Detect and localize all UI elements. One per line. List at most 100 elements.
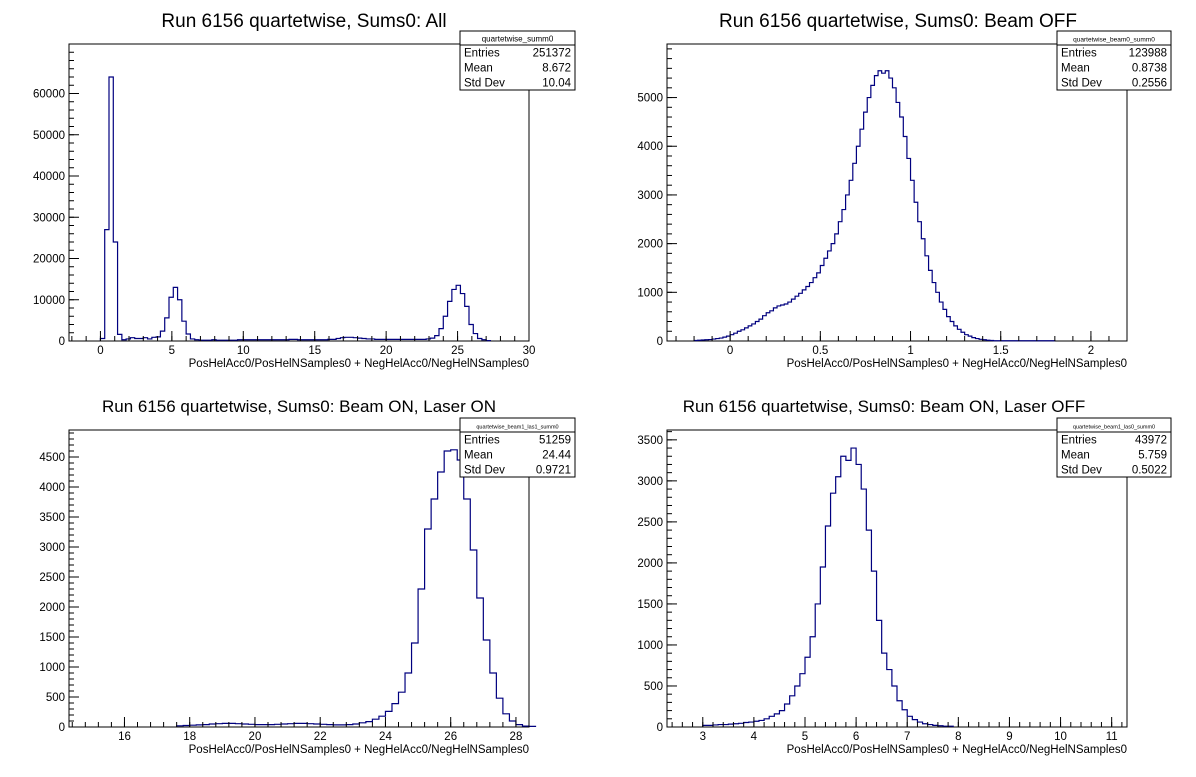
stats-label: Entries [1061, 435, 1097, 447]
y-tick-label: 500 [46, 692, 65, 704]
x-tick-label: 3 [700, 731, 706, 743]
y-tick-label: 60000 [33, 89, 65, 101]
stats-value: 24.44 [542, 450, 571, 462]
x-axis-title: PosHelAcc0/PosHelNSamples0 + NegHelAcc0/… [189, 358, 529, 370]
stats-title: quartetwise_beam0_summ0 [1073, 37, 1155, 44]
stats-label: Std Dev [1061, 78, 1102, 90]
y-tick-label: 3500 [637, 435, 663, 447]
stats-title: quartetwise_beam1_las0_summ0 [1073, 425, 1155, 431]
histogram-series [702, 447, 954, 727]
y-tick-label: 0 [657, 336, 663, 348]
y-tick-label: 20000 [33, 254, 65, 266]
x-tick-label: 0 [727, 345, 733, 357]
y-tick-label: 40000 [33, 171, 65, 183]
x-tick-label: 30 [523, 345, 536, 357]
y-tick-label: 3000 [39, 542, 65, 554]
histogram-series [99, 76, 492, 342]
x-tick-label: 8 [955, 731, 961, 743]
stats-value: 0.8738 [1132, 63, 1167, 75]
y-tick-label: 5000 [637, 93, 663, 105]
x-tick-label: 25 [451, 345, 464, 357]
y-tick-label: 1000 [637, 287, 663, 299]
y-tick-label: 500 [644, 681, 663, 693]
stats-box [1056, 417, 1172, 478]
stats-value: 51259 [539, 435, 571, 447]
y-tick-label: 3000 [637, 190, 663, 202]
stats-value: 123988 [1129, 48, 1167, 60]
y-tick-label: 2000 [637, 239, 663, 251]
y-tick-label: 2500 [637, 517, 663, 529]
stats-box [459, 30, 576, 91]
y-tick-label: 30000 [33, 212, 65, 224]
stats-value: 251372 [533, 48, 571, 60]
x-tick-label: 18 [183, 731, 196, 743]
x-axis-title: PosHelAcc0/PosHelNSamples0 + NegHelAcc0/… [787, 358, 1127, 370]
x-tick-label: 24 [379, 731, 392, 743]
x-tick-label: 10 [1054, 731, 1067, 743]
y-tick-label: 0 [657, 722, 663, 734]
y-tick-label: 4000 [637, 141, 663, 153]
x-tick-label: 0 [97, 345, 103, 357]
x-tick-label: 16 [118, 731, 131, 743]
x-tick-label: 2 [1088, 345, 1094, 357]
stats-label: Mean [1061, 63, 1090, 75]
stats-value: 0.9721 [536, 465, 571, 477]
stats-title: quartetwise_beam1_las1_summ0 [476, 425, 558, 431]
stats-label: Entries [464, 435, 500, 447]
x-tick-label: 10 [237, 345, 250, 357]
y-tick-label: 3500 [39, 512, 65, 524]
x-tick-label: 22 [314, 731, 327, 743]
x-tick-label: 5 [169, 345, 175, 357]
stats-label: Entries [1061, 48, 1097, 60]
x-tick-label: 20 [249, 731, 262, 743]
x-tick-label: 1.5 [993, 345, 1009, 357]
stats-value: 0.5022 [1132, 465, 1167, 477]
y-tick-label: 2500 [39, 572, 65, 584]
plot-frame [68, 429, 530, 728]
y-tick-label: 3000 [637, 476, 663, 488]
chart-panel-3: 16 18 20 22 24 26 28 0 500 1000 1500 2000 2500 3000 35… [39, 397, 576, 756]
stats-label: Mean [464, 63, 493, 75]
y-tick-label: 4000 [39, 482, 65, 494]
chart-title: Run 6156 quartetwise, Sums0: Beam ON, La… [102, 397, 496, 416]
y-tick-label: 2000 [39, 602, 65, 614]
stats-label: Entries [464, 48, 500, 60]
stats-label: Std Dev [464, 465, 505, 477]
stats-value: 0.2556 [1132, 78, 1167, 90]
chart-title: Run 6156 quartetwise, Sums0: All [161, 11, 446, 32]
x-axis-title: PosHelAcc0/PosHelNSamples0 + NegHelAcc0/… [189, 744, 529, 756]
stats-box [1056, 30, 1172, 91]
y-tick-label: 2000 [637, 558, 663, 570]
y-tick-label: 1000 [39, 662, 65, 674]
x-tick-label: 15 [308, 345, 321, 357]
chart-panel-4: 3 4 5 6 7 8 9 10 11 0 500 1000 1500 2000 2500 3000 3500 P… [637, 397, 1172, 756]
x-tick-label: 9 [1006, 731, 1012, 743]
stats-label: Std Dev [1061, 465, 1102, 477]
x-tick-label: 26 [444, 731, 457, 743]
chart-panel-2: 0 0.5 1 1.5 2 0 1000 2000 3000 4000 5000 PosHelAcc0… [637, 11, 1172, 370]
x-tick-label: 28 [510, 731, 523, 743]
stats-label: Std Dev [464, 78, 505, 90]
stats-value: 8.672 [542, 63, 571, 75]
chart-title: Run 6156 quartetwise, Sums0: Beam OFF [719, 11, 1077, 32]
x-tick-label: 0.5 [812, 345, 828, 357]
y-tick-label: 0 [59, 722, 65, 734]
y-tick-label: 0 [59, 336, 65, 348]
chart-title: Run 6156 quartetwise, Sums0: Beam ON, La… [683, 397, 1086, 416]
chart-panel-1: 0 5 10 15 20 25 30 0 10000 20000 30000 40000 50000 60… [33, 11, 576, 370]
histogram-series [693, 70, 1056, 342]
stats-title: quartetwise_summ0 [482, 35, 554, 44]
stats-box [459, 417, 576, 478]
stats-label: Mean [464, 450, 493, 462]
y-tick-label: 1000 [637, 640, 663, 652]
y-tick-label: 1500 [39, 632, 65, 644]
x-tick-label: 7 [904, 731, 910, 743]
stats-value: 43972 [1135, 435, 1167, 447]
x-tick-label: 1 [907, 345, 913, 357]
x-tick-label: 6 [853, 731, 859, 743]
x-tick-label: 4 [751, 731, 758, 743]
y-tick-label: 4500 [39, 452, 65, 464]
y-tick-label: 10000 [33, 295, 65, 307]
x-tick-label: 5 [802, 731, 808, 743]
